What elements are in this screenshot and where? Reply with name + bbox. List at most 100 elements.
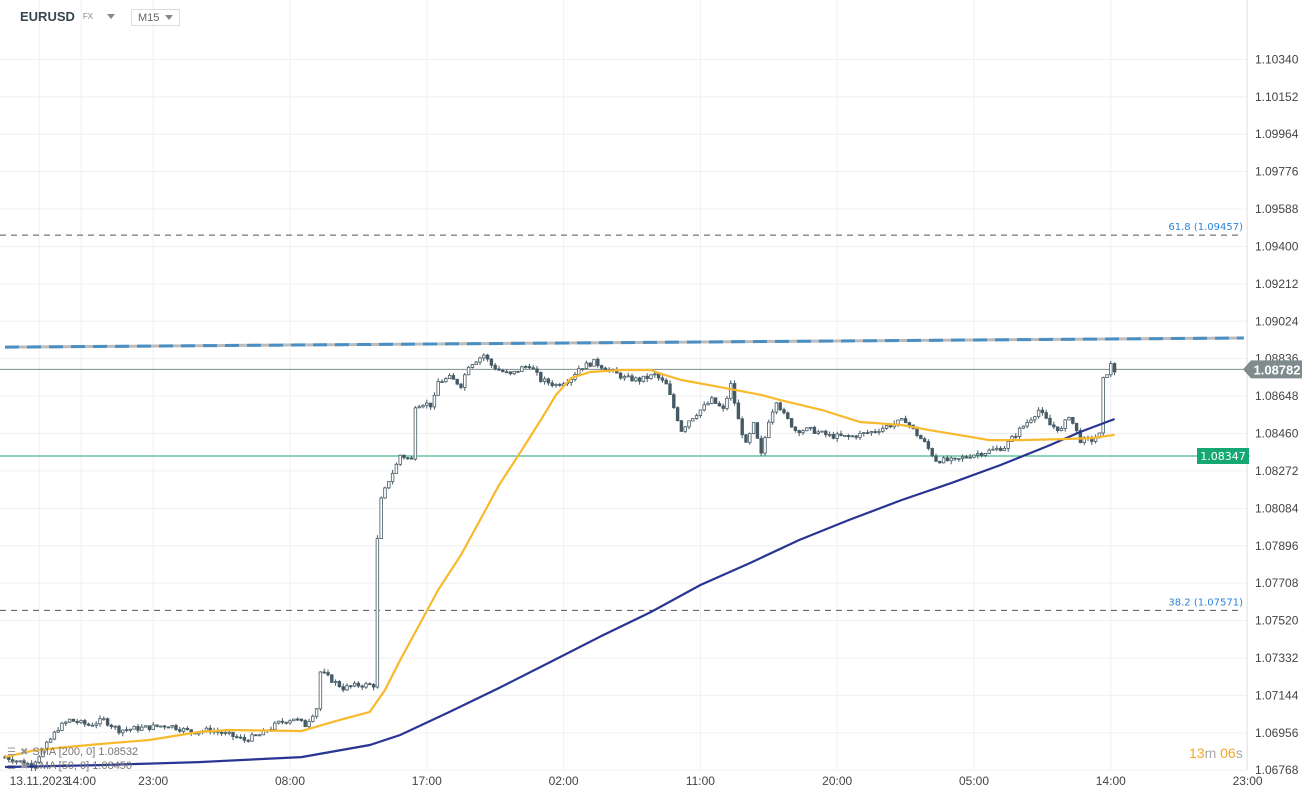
candle	[501, 369, 505, 373]
symbol-selector[interactable]: EURUSD FX	[20, 9, 116, 24]
candle	[854, 435, 858, 438]
candle	[227, 731, 231, 734]
candle	[903, 418, 908, 424]
candle	[174, 725, 178, 730]
candle	[941, 457, 946, 464]
candle	[835, 433, 839, 439]
candle	[702, 404, 706, 411]
candle	[721, 405, 725, 409]
y-tick-label: 1.08084	[1255, 501, 1299, 515]
candle	[1067, 416, 1071, 421]
menu-icon[interactable]: ☰	[7, 746, 16, 758]
y-tick-label: 1.07144	[1255, 688, 1299, 702]
candle	[406, 457, 410, 460]
candle	[402, 454, 406, 459]
candle	[953, 457, 957, 460]
candle	[132, 726, 136, 730]
candle	[653, 373, 657, 376]
sma-line	[4, 368, 1115, 759]
candle	[238, 736, 243, 739]
candle	[846, 435, 851, 438]
candle	[930, 448, 934, 457]
candle	[379, 497, 383, 539]
candle	[884, 425, 889, 429]
candle	[1052, 424, 1056, 428]
candle	[387, 481, 391, 489]
candle	[873, 431, 877, 433]
timeframe-dropdown[interactable]: M15	[131, 9, 181, 26]
candle	[630, 375, 634, 382]
candle	[968, 456, 972, 459]
close-icon[interactable]: ✖	[19, 746, 29, 758]
chevron-down-icon[interactable]	[107, 14, 116, 19]
candle	[307, 721, 311, 727]
candle	[706, 402, 710, 406]
candle	[919, 435, 923, 440]
candle	[938, 460, 942, 464]
candle	[390, 472, 395, 482]
candle	[751, 422, 756, 434]
support-price-tag	[1197, 448, 1249, 464]
candle	[121, 729, 125, 734]
candle	[843, 435, 847, 437]
legend-item-sma50[interactable]: ☰ ✖ SMA [50, 0] 1.08450	[7, 760, 132, 772]
candle	[987, 449, 991, 454]
candle	[949, 457, 953, 462]
candle	[75, 720, 79, 723]
candle	[417, 406, 421, 409]
candle	[295, 718, 300, 721]
candle	[558, 384, 562, 386]
candle	[850, 435, 855, 438]
candle	[713, 397, 718, 404]
candle	[231, 731, 235, 737]
candle	[219, 731, 224, 734]
candle	[710, 397, 714, 404]
candle	[976, 453, 980, 456]
candle	[398, 454, 402, 465]
candle	[979, 453, 984, 456]
candle	[1044, 412, 1048, 419]
candle	[10, 759, 15, 763]
candle	[694, 415, 699, 419]
candle	[831, 434, 836, 439]
candle	[554, 384, 558, 386]
candle	[48, 738, 53, 743]
candle	[550, 382, 554, 386]
candle	[117, 725, 121, 734]
candle	[945, 457, 950, 462]
candle	[725, 397, 729, 409]
candle	[136, 726, 140, 731]
candle	[808, 426, 813, 429]
candle	[474, 361, 478, 365]
sma-line	[4, 417, 1115, 769]
candle	[466, 366, 471, 376]
candle	[637, 377, 642, 382]
candle	[432, 394, 437, 408]
candle	[926, 441, 931, 449]
fib-level-label: 61.8 (1.09457)	[1168, 222, 1243, 233]
legend-item-sma200[interactable]: ☰ ✖ SMA [200, 0] 1.08532	[7, 746, 138, 758]
candle	[691, 418, 695, 422]
candle	[444, 378, 448, 383]
candle	[527, 366, 532, 369]
candle	[1010, 435, 1014, 442]
candle	[755, 422, 760, 439]
x-tick-label: 08:00	[275, 774, 305, 788]
close-icon[interactable]: ✖	[19, 760, 29, 772]
menu-icon[interactable]: ☰	[7, 760, 16, 772]
candle	[257, 734, 262, 737]
candle	[436, 381, 440, 396]
candle	[71, 718, 76, 722]
x-tick-label: 11:00	[686, 774, 715, 788]
candle	[83, 720, 87, 725]
candle	[672, 394, 676, 409]
candle	[1055, 426, 1060, 432]
candle	[687, 420, 691, 428]
candle	[516, 370, 520, 373]
candle	[698, 409, 703, 417]
candle	[489, 358, 494, 366]
x-tick-label: 14:00	[66, 774, 96, 788]
candle	[827, 434, 832, 436]
candle	[645, 375, 649, 379]
